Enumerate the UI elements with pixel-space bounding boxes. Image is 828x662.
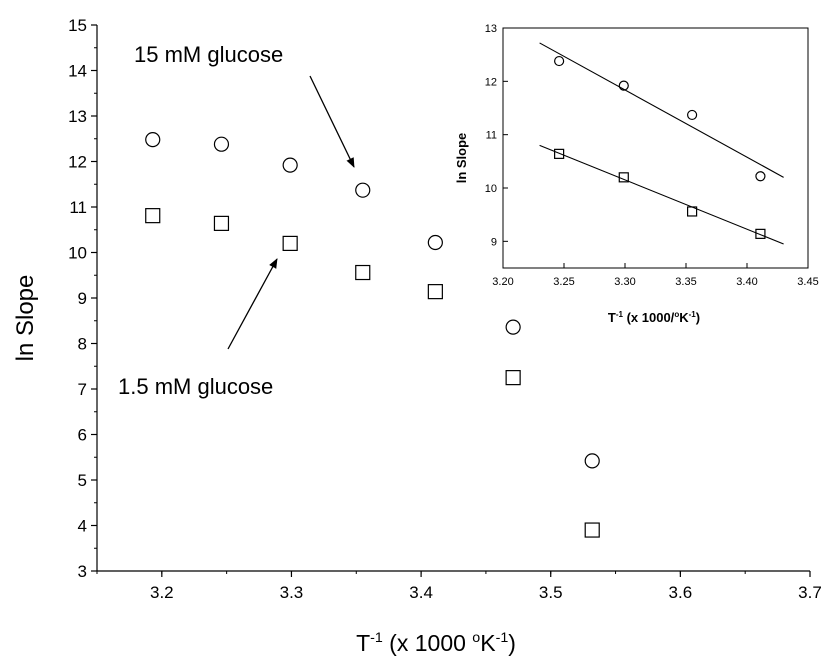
main-point-square [213, 215, 230, 231]
inset-x-tick-label: 3.25 [553, 276, 574, 288]
main-point-circle [427, 234, 443, 251]
main-point-circle [505, 319, 521, 335]
annotation-1-5mm-glucose: 1.5 mM glucose [118, 374, 273, 399]
main-x-axis-label: T-1 (x 1000 oK-1) [356, 630, 516, 656]
main-y-tick-label: 14 [68, 62, 87, 81]
inset-plot-ticks: 9 10 11 12 13 3.20 3.25 3.30 3.35 3.40 3.45 [485, 23, 819, 288]
main-x-tick-label: 3.5 [539, 583, 563, 602]
inset-point-circle [618, 80, 629, 91]
inset-y-tick-label: 9 [491, 236, 497, 248]
inset-x-tick-label: 3.45 [797, 276, 818, 288]
inset-x-tick-label: 3.20 [492, 276, 513, 288]
main-point-square [584, 522, 600, 538]
main-y-tick-label: 15 [68, 16, 87, 35]
main-point-circle [145, 132, 161, 148]
main-point-square [145, 208, 161, 224]
main-point-square [505, 370, 521, 386]
inset-frame [502, 27, 809, 269]
main-x-tick-label: 3.2 [150, 583, 174, 602]
inset-point-square [686, 206, 698, 217]
main-y-tick-label: 8 [78, 335, 87, 354]
inset-point-circle [554, 55, 565, 67]
inset-x-tick-label: 3.30 [614, 276, 635, 288]
inset-point-circle [686, 109, 698, 121]
inset-point-square [755, 228, 766, 239]
inset-plot-axes [502, 27, 809, 269]
main-y-tick-label: 7 [78, 380, 87, 399]
inset-x-axis-label: T-1 (x 1000/oK-1) [608, 310, 700, 325]
inset-fit-line [539, 42, 784, 178]
main-plot-ticks: 3 4 5 6 7 8 9 10 11 12 13 14 15 3.2 3.3 3.4 3.5 3.6 3.7 [68, 16, 822, 602]
inset-fit-lines [539, 42, 784, 245]
annotation-15mm-glucose: 15 mM glucose [134, 42, 283, 67]
main-point-circle [584, 453, 600, 469]
main-x-tick-label: 3.4 [409, 583, 433, 602]
inset-y-tick-label: 10 [485, 183, 497, 195]
main-x-tick-label: 3.7 [798, 583, 822, 602]
inset-point-square [618, 172, 629, 183]
annotation-arrow-1-5mm [227, 258, 278, 350]
main-point-square [427, 284, 443, 300]
main-x-tick-label: 3.3 [280, 583, 304, 602]
main-y-tick-label: 11 [69, 198, 87, 217]
inset-y-tick-label: 13 [485, 23, 497, 35]
annotation-arrow-15mm [309, 75, 355, 168]
inset-point-circle [755, 171, 766, 182]
main-point-circle [282, 157, 298, 173]
main-point-square [355, 264, 371, 281]
inset-y-axis-label: ln Slope [454, 133, 469, 184]
main-y-tick-label: 9 [78, 289, 87, 308]
main-y-tick-label: 4 [78, 517, 87, 536]
inset-y-tick-label: 11 [486, 130, 497, 142]
main-point-circle [355, 182, 371, 198]
inset-x-tick-label: 3.40 [736, 276, 757, 288]
inset-plot-points [554, 55, 766, 239]
main-y-tick-label: 12 [68, 153, 87, 172]
main-y-axis-label: ln Slope [12, 275, 39, 362]
main-plot-axes [96, 25, 810, 572]
main-y-tick-label: 13 [68, 107, 87, 126]
inset-point-square [554, 148, 565, 159]
inset-fit-line [539, 144, 784, 245]
inset-x-tick-label: 3.35 [675, 276, 696, 288]
main-point-circle [213, 136, 230, 152]
main-y-tick-label: 5 [78, 471, 87, 490]
main-plot-points [145, 132, 600, 538]
main-x-tick-label: 3.6 [669, 583, 693, 602]
main-y-tick-label: 6 [78, 426, 87, 445]
main-y-tick-label: 3 [78, 562, 87, 581]
main-y-tick-label: 10 [68, 244, 87, 263]
main-point-square [282, 235, 298, 251]
inset-y-tick-label: 12 [485, 76, 497, 88]
